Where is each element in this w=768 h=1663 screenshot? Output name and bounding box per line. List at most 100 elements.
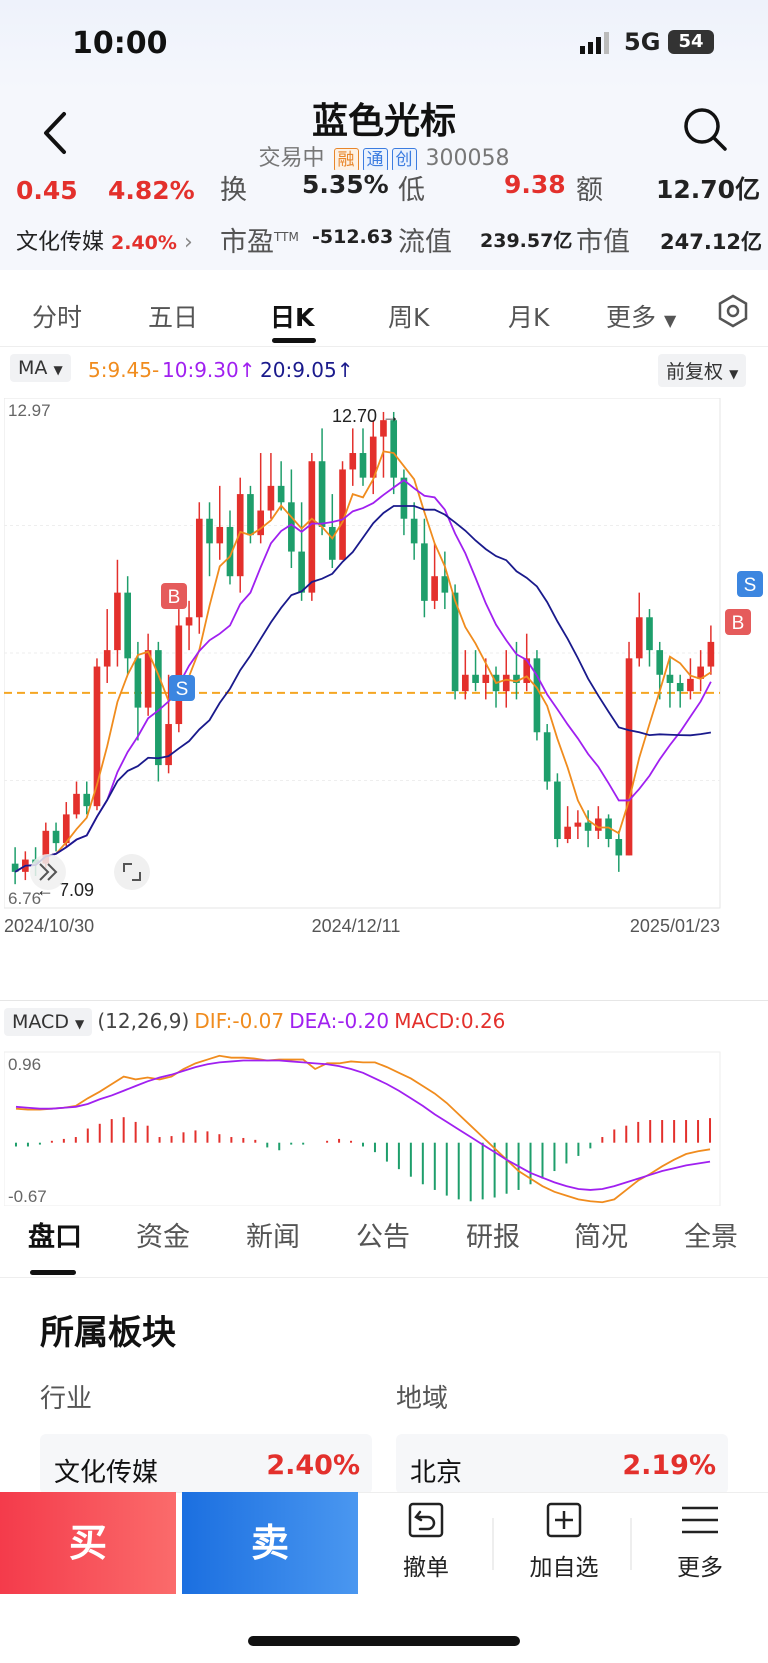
candle-body	[93, 666, 101, 807]
macd-chart[interactable]: 0.96 -0.67	[4, 1006, 764, 1206]
candle-body	[482, 674, 490, 683]
sector-name: 文化传媒	[16, 230, 105, 255]
sell-button[interactable]: 卖	[182, 1492, 358, 1594]
marker-badge	[169, 675, 195, 701]
add-watchlist-button[interactable]: 加自选	[504, 1500, 624, 1582]
cancel-order-button[interactable]: 撤单	[366, 1500, 486, 1582]
tab-announcements[interactable]: 公告	[356, 1222, 410, 1253]
tab-daily-k[interactable]: 日K	[270, 303, 315, 332]
pe-value: -512.63	[312, 226, 394, 248]
sector-pct: 2.40%	[111, 232, 177, 254]
macd-frame	[4, 1051, 721, 1206]
industry-label: 行业	[40, 1384, 93, 1414]
candle-body	[461, 674, 469, 692]
tab-profile[interactable]: 简况	[574, 1222, 628, 1253]
candle-body	[349, 453, 357, 470]
candle-body	[400, 477, 408, 519]
dea-value: DEA:-0.20	[289, 1009, 390, 1033]
tab-weekly-k[interactable]: 周K	[388, 303, 430, 332]
candle-body	[625, 658, 633, 856]
marker-label: B	[168, 587, 181, 608]
caret-down-icon: ▼	[663, 311, 677, 330]
tab-five-day[interactable]: 五日	[148, 303, 199, 332]
industry-pct: 2.40%	[266, 1450, 360, 1481]
candle-body	[288, 502, 295, 552]
candle-body	[605, 818, 612, 840]
macd-value: MACD:0.26	[394, 1009, 506, 1033]
stock-code: 300058	[425, 146, 510, 171]
divider	[492, 1518, 494, 1570]
search-icon[interactable]	[680, 104, 730, 154]
scroll-left-icon	[30, 854, 66, 890]
candle-body	[451, 592, 459, 692]
y-max-label: 12.97	[8, 401, 51, 420]
candle-body	[134, 658, 142, 708]
back-icon[interactable]	[36, 108, 76, 158]
candle-body	[635, 617, 643, 659]
dea-line	[15, 1059, 711, 1191]
ma5-line	[14, 450, 712, 873]
region-label: 地域	[396, 1384, 449, 1414]
ma-legend: MA ▼ 5:9.45- 10:9.30↑ 20:9.05↑ 前复权 ▼	[0, 354, 768, 390]
marker-label: B	[732, 613, 745, 634]
tag-chinext: 创	[391, 148, 417, 172]
candle-body	[369, 436, 377, 478]
candle-body	[83, 793, 91, 807]
buy-button[interactable]: 买	[0, 1492, 176, 1594]
candle-body	[328, 526, 336, 560]
active-section-indicator	[30, 1270, 76, 1275]
macd-y-max: 0.96	[8, 1055, 41, 1074]
turnover-value: 5.35%	[302, 170, 389, 199]
candle-body	[513, 674, 520, 683]
tab-news[interactable]: 新闻	[246, 1222, 300, 1253]
adjust-select[interactable]: 前复权 ▼	[658, 354, 747, 387]
chevron-right-icon: ›	[183, 230, 193, 255]
candle-body	[308, 461, 316, 593]
candle-body	[523, 658, 531, 683]
mkt-cap-label: 市值	[576, 227, 630, 258]
candle-body	[676, 682, 684, 692]
candle-body	[73, 793, 80, 815]
candle-body	[380, 420, 387, 437]
macd-select[interactable]: MACD ▼	[4, 1008, 93, 1036]
candle-body	[584, 822, 592, 831]
tab-monthly-k[interactable]: 月K	[508, 303, 550, 332]
y-min-label: 6.76	[8, 889, 41, 908]
signal-icon	[580, 32, 609, 54]
candle-body	[165, 724, 172, 766]
sector-link[interactable]: 文化传媒 2.40% ›	[16, 224, 193, 256]
tab-intraday[interactable]: 分时	[32, 303, 83, 332]
home-indicator	[248, 1636, 520, 1646]
period-tabs: 分时 五日 日K 周K 月K 更多 ▼	[0, 280, 768, 347]
candle-body	[421, 543, 428, 601]
ma10-value: 10:9.30↑	[162, 358, 256, 382]
candle-body	[666, 674, 674, 683]
tab-research[interactable]: 研报	[466, 1222, 520, 1253]
float-cap-label: 流值	[398, 227, 452, 258]
candle-body	[226, 526, 234, 577]
region-card[interactable]: 北京 2.19%	[396, 1434, 728, 1494]
tab-more[interactable]: 更多 ▼	[606, 303, 677, 332]
low-value: 9.38	[504, 170, 566, 199]
industry-name: 文化传媒	[54, 1458, 159, 1488]
candle-body	[707, 641, 715, 667]
section-tabs: 盘口 资金 新闻 公告 研报 简况 全景	[0, 1215, 768, 1278]
marker-label: S	[744, 575, 757, 596]
trade-marker-s: S	[737, 571, 763, 597]
settings-hexagon-icon[interactable]	[716, 294, 750, 328]
candle-body	[144, 650, 152, 708]
macd-y-min: -0.67	[8, 1187, 47, 1206]
more-label: 更多	[677, 1555, 723, 1581]
indicator-select[interactable]: MA ▼	[10, 354, 71, 382]
more-button[interactable]: 更多	[640, 1500, 760, 1582]
candle-body	[554, 781, 561, 840]
candle-body	[114, 592, 121, 651]
marker-badge	[725, 609, 751, 635]
tab-order-book[interactable]: 盘口	[28, 1222, 82, 1253]
tab-overview[interactable]: 全景	[684, 1222, 738, 1253]
industry-card[interactable]: 文化传媒 2.40%	[40, 1434, 372, 1494]
candle-body	[390, 420, 398, 478]
high-annotation: 12.70 →	[332, 406, 400, 426]
tab-funds[interactable]: 资金	[136, 1222, 190, 1253]
